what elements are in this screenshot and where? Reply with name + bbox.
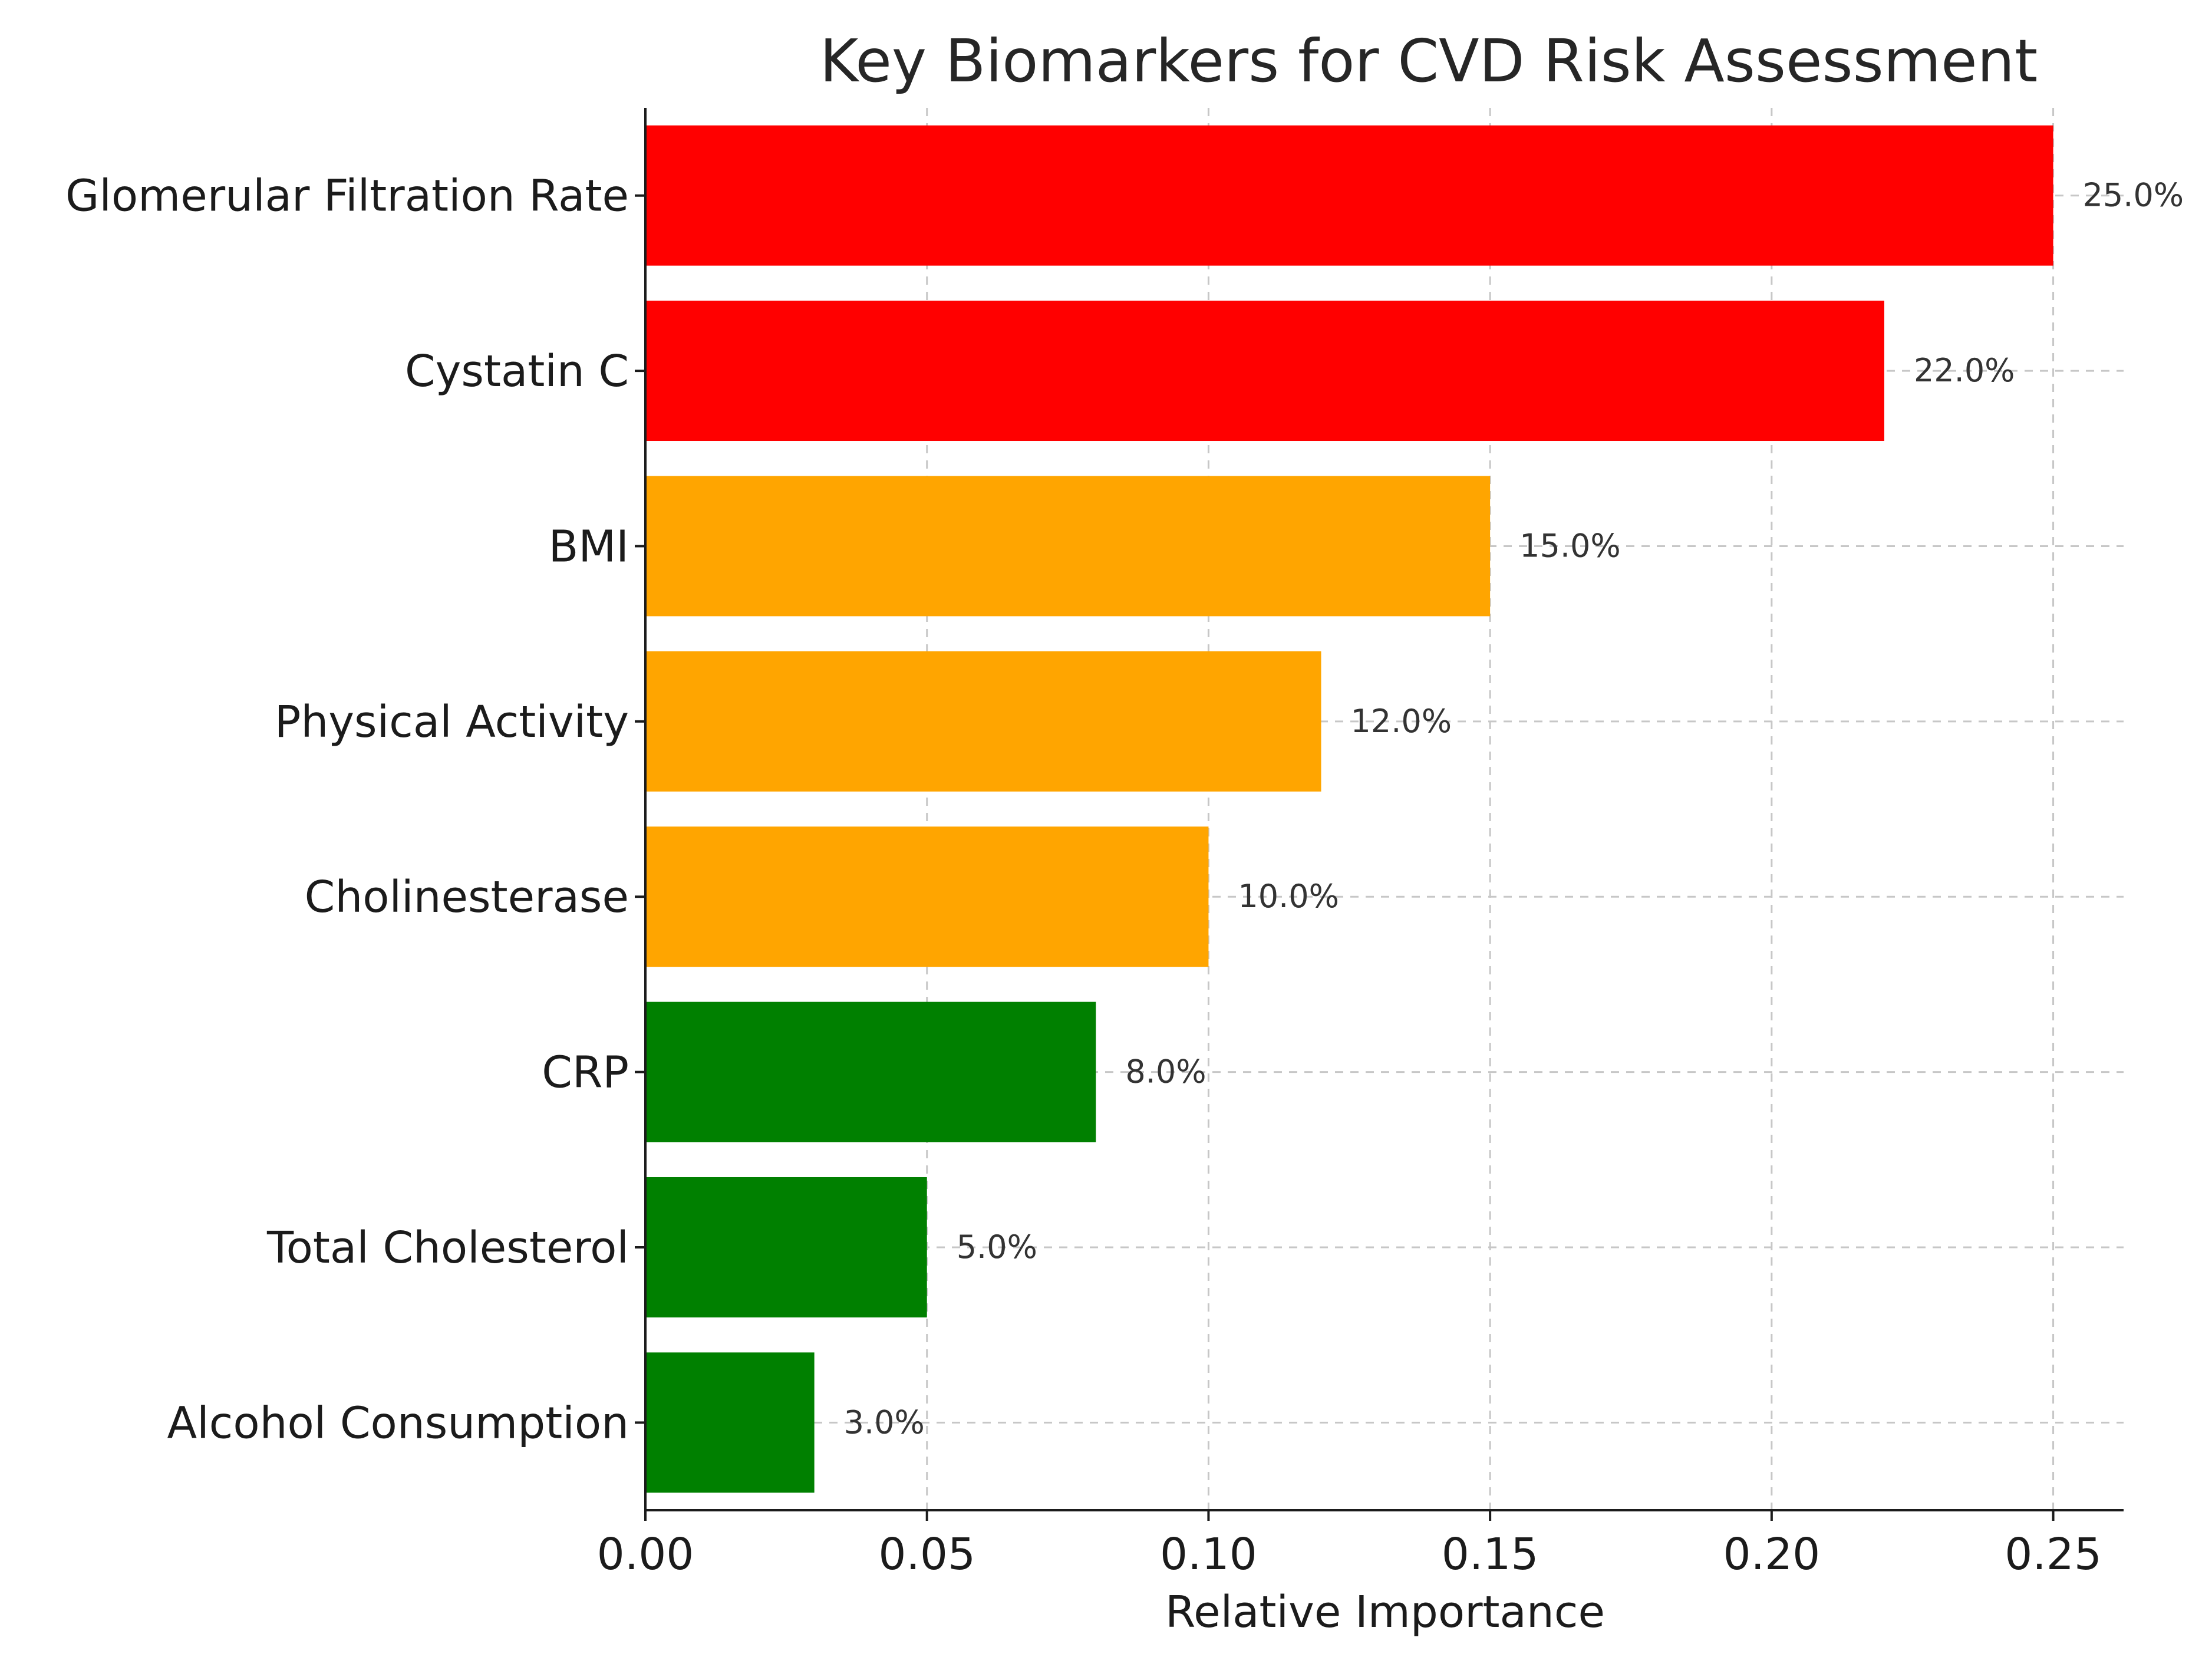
x-tick-label: 0.20 [1723, 1529, 1820, 1580]
category-label: Cholinesterase [305, 872, 629, 923]
value-label: 10.0% [1238, 878, 1339, 915]
bar-crp [645, 1002, 1096, 1142]
labels: 0.00 0.05 0.10 0.15 0.20 0.25 Glomerular Filtr… [65, 171, 2184, 1580]
value-label: 3.0% [844, 1404, 925, 1441]
category-label: CRP [542, 1047, 629, 1098]
value-label: 22.0% [1914, 352, 2015, 389]
value-label: 8.0% [1125, 1053, 1206, 1091]
bar-bmi [645, 476, 1491, 617]
value-label: 25.0% [2083, 177, 2184, 214]
bar-total-cholesterol [645, 1177, 927, 1317]
bar-cystatin-c [645, 301, 1884, 442]
bars [645, 125, 2053, 1493]
x-tick-label: 0.00 [597, 1529, 694, 1580]
chart-title: Key Biomarkers for CVD Risk Assessment [820, 27, 2038, 95]
x-tick-label: 0.15 [1442, 1529, 1539, 1580]
category-label: Physical Activity [275, 697, 629, 747]
bar-physical-activity [645, 651, 1321, 792]
bar-glomerular-filtration-rate [645, 125, 2053, 266]
value-label: 5.0% [957, 1228, 1037, 1266]
x-axis-label: Relative Importance [1165, 1587, 1605, 1638]
x-tick-label: 0.05 [878, 1529, 975, 1580]
x-tick-label: 0.25 [2005, 1529, 2102, 1580]
category-label: Total Cholesterol [266, 1223, 629, 1273]
category-label: Glomerular Filtration Rate [65, 171, 629, 222]
bar-alcohol-consumption [645, 1352, 815, 1493]
category-label: Cystatin C [405, 346, 629, 397]
x-tick-label: 0.10 [1160, 1529, 1257, 1580]
value-label: 12.0% [1351, 703, 1452, 740]
category-label: BMI [549, 521, 629, 572]
axes [635, 108, 2124, 1521]
bar-cholinesterase [645, 826, 1209, 967]
value-label: 15.0% [1519, 527, 1621, 564]
category-label: Alcohol Consumption [167, 1398, 629, 1448]
